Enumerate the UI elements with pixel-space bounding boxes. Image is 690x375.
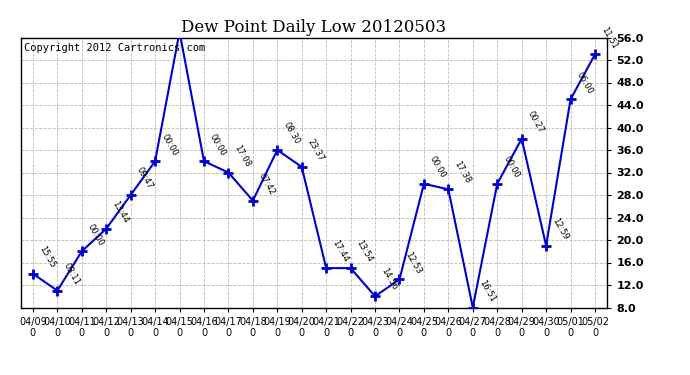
Text: 06:00: 06:00 <box>575 70 595 95</box>
Text: 17:38: 17:38 <box>453 160 473 185</box>
Text: 23:37: 23:37 <box>306 137 326 163</box>
Text: 09:47: 09:47 <box>135 166 155 191</box>
Text: 12:53: 12:53 <box>404 250 424 275</box>
Text: 00:00: 00:00 <box>208 132 228 157</box>
Text: 00:02: 00:02 <box>0 374 1 375</box>
Text: 15:55: 15:55 <box>37 244 57 270</box>
Text: 00:27: 00:27 <box>526 110 546 135</box>
Text: 14:56: 14:56 <box>380 267 399 292</box>
Text: 17:08: 17:08 <box>233 143 253 168</box>
Text: 11:51: 11:51 <box>599 25 619 50</box>
Text: 00:00: 00:00 <box>502 154 521 180</box>
Text: Copyright 2012 Cartronics.com: Copyright 2012 Cartronics.com <box>23 43 205 53</box>
Text: 03:11: 03:11 <box>61 261 81 286</box>
Text: 17:44: 17:44 <box>331 239 350 264</box>
Text: 00:00: 00:00 <box>159 132 179 157</box>
Text: 08:30: 08:30 <box>282 120 302 146</box>
Text: 13:54: 13:54 <box>355 239 375 264</box>
Text: 16:51: 16:51 <box>477 278 497 303</box>
Title: Dew Point Daily Low 20120503: Dew Point Daily Low 20120503 <box>181 19 446 36</box>
Text: 12:59: 12:59 <box>550 216 570 242</box>
Text: 00:00: 00:00 <box>86 222 106 247</box>
Text: 13:44: 13:44 <box>110 200 130 225</box>
Text: 00:00: 00:00 <box>428 154 448 180</box>
Text: 07:42: 07:42 <box>257 171 277 196</box>
